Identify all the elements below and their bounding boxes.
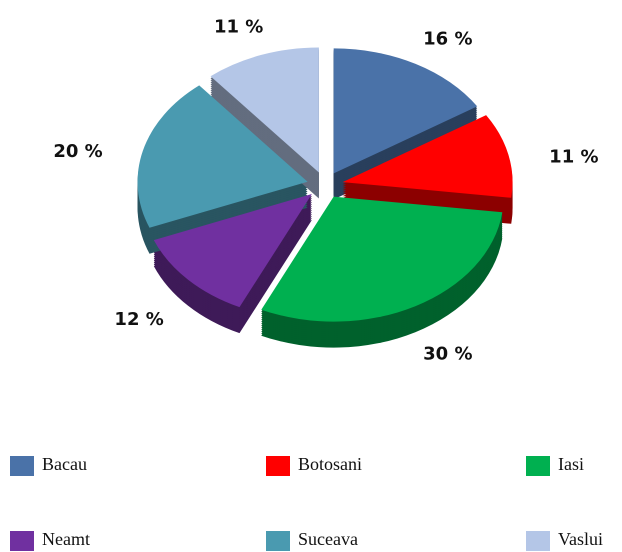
legend-label: Suceava [298, 529, 358, 549]
slice [333, 48, 478, 174]
legend-swatch [526, 531, 550, 551]
data-label: 11 % [214, 17, 263, 38]
slice [137, 85, 308, 228]
data-label: 11 % [549, 147, 598, 168]
data-label: 12 % [114, 309, 163, 330]
legend-label: Vaslui [558, 529, 603, 549]
legend-label: Neamt [42, 529, 90, 549]
legend-swatch [10, 531, 34, 551]
legend-swatch [526, 456, 550, 476]
slice [261, 196, 503, 322]
legend-swatch [10, 456, 34, 476]
legend-swatch [266, 531, 290, 551]
data-label: 20 % [53, 141, 102, 162]
slice [210, 47, 319, 173]
slice [153, 194, 312, 308]
data-label: 30 % [423, 344, 472, 365]
slice [342, 115, 513, 198]
legend-label: Bacau [42, 454, 87, 474]
legend-label: Iasi [558, 454, 584, 474]
legend-label: Botosani [298, 454, 362, 474]
legend-swatch [266, 456, 290, 476]
data-label: 16 % [423, 28, 472, 49]
